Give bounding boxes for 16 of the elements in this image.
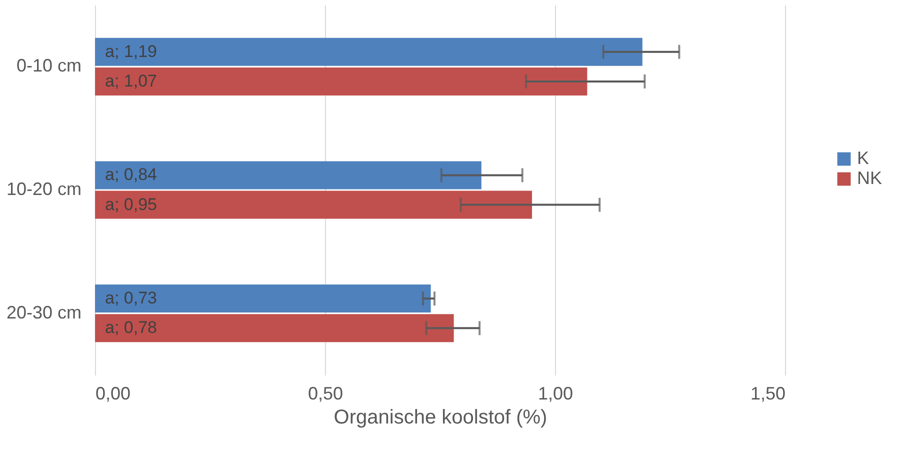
data-label: a; 0,73 [105, 288, 157, 308]
x-tick-label: 0,50 [308, 384, 344, 404]
data-label: a; 0,78 [105, 318, 157, 338]
data-label: a; 1,19 [105, 42, 157, 61]
legend-label: K [857, 148, 870, 168]
y-tick-label: 20-30 cm [6, 302, 82, 322]
x-tick-label: 1,00 [538, 384, 574, 404]
legend-label: NK [857, 168, 882, 188]
y-tick-label: 0-10 cm [16, 56, 82, 76]
x-tick-label: 1,50 [750, 384, 786, 404]
data-label: a; 0,84 [105, 165, 157, 184]
data-label: a; 0,95 [105, 194, 157, 214]
x-tick-label: 0,00 [96, 384, 131, 404]
y-tick-label: 10-20 cm [6, 179, 82, 199]
x-axis-title: Organische koolstof (%) [334, 406, 548, 428]
data-label: a; 1,07 [105, 71, 157, 90]
